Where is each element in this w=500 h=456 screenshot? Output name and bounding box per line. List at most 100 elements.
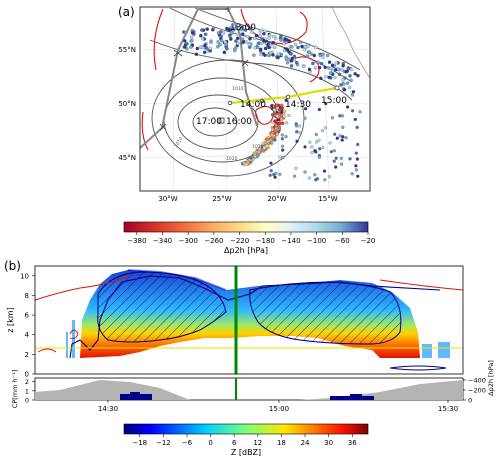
scatter-point [334,67,338,72]
scatter-point [337,72,342,77]
scatter-point [282,42,286,46]
z-ticklabel-3: 6 [25,312,30,320]
scatter-point [235,36,240,41]
scatter-point [355,157,359,161]
scatter-point [235,32,240,37]
contour-label-1: 1010 [174,136,185,149]
scatter-point [259,52,263,57]
scatter-point [342,82,346,86]
scatter-point [351,90,356,94]
scatter-point [221,31,226,35]
scatter-point [272,34,276,39]
scatter-point [328,141,332,145]
scatter-point [280,137,284,141]
scatter-point [269,161,273,165]
scatter-point [184,30,188,35]
scatter-point [303,48,307,52]
scatter-point [256,45,260,50]
scatter-point [190,31,195,35]
scatter-point [275,114,280,118]
radar-edge-echoes [66,320,450,358]
map-xtick-20w: 20°W [267,195,286,203]
scatter-point [333,75,337,80]
scatter-point [324,126,328,130]
scatter-point [298,124,302,128]
scatter-point [306,44,310,48]
scatter-point [194,52,199,56]
colorbar-a: −380 −340 −300 −260 −220 −180 −140 −100 −60 −20 Δ… [123,221,375,255]
z-ticklabel-5: 10 [20,272,29,280]
scatter-point [205,27,209,31]
scatter-point [274,123,278,127]
flight-track [140,8,258,149]
scatter-point [189,45,193,49]
scatter-point [234,39,238,43]
scatter-point [353,72,357,76]
scatter-point [310,151,314,155]
scatter-point [340,162,344,166]
dp-axis-ticks: −400 −200 0 [463,377,486,405]
scatter-point [250,30,254,34]
scatter-point [292,54,297,59]
scatter-point [354,151,358,155]
time-label-1500: 15:00 [321,96,347,106]
dropsonde-scatter [181,25,362,182]
scatter-point [229,37,233,41]
scatter-point [347,85,352,90]
scatter-point [287,113,291,118]
scatter-point [233,46,238,50]
scatter-point [272,108,276,112]
colorbar-a-ticklabel-6: −140 [281,237,300,245]
colorbar-a-ticklabel-5: −180 [256,237,275,245]
scatter-point [200,28,204,32]
scatter-point [317,138,321,142]
dp-ticklabel-1: −200 [468,387,486,395]
scatter-point [185,42,189,46]
red-contour-upper [35,275,463,301]
scatter-point [340,138,344,142]
scatter-point [222,50,227,55]
scatter-point [329,150,333,154]
scatter-point [274,119,278,124]
colorbar-a-ticklabel-3: −260 [204,237,223,245]
scatter-point [228,34,232,38]
scatter-point [290,45,294,49]
scatter-point [353,117,357,122]
scatter-point [266,42,270,47]
scatter-point [280,121,285,126]
map-xtick-25w: 25°W [212,195,231,203]
scatter-point [278,172,282,176]
scatter-point [323,65,327,70]
scatter-point [295,60,299,65]
scatter-point [285,121,289,125]
scatter-point [298,131,302,135]
map-ytick-50n: 50°N [118,100,136,108]
scatter-point [286,57,291,61]
scatter-point [348,157,352,161]
scatter-point [267,45,271,50]
scatter-point [259,47,263,52]
scatter-point [209,39,213,43]
scatter-point [262,32,266,36]
scatter-point [303,170,307,174]
scatter-point [305,54,310,58]
scatter-point [260,41,264,46]
colorbar-b-ticklabel-4: 6 [232,439,237,447]
z-axis-ticks: 0 2 4 6 8 10 [20,272,35,379]
cp-axis-label: CP[mm h⁻¹] [11,370,19,408]
map-xtick-30w: 30°W [158,195,177,203]
scatter-point [280,133,284,137]
scatter-point [341,78,345,82]
scatter-point [330,63,335,67]
scatter-point [246,160,250,165]
colorbar-b-ticklabel-8: 30 [324,439,333,447]
track-markers [159,7,249,131]
dp-axis-label: Δp2h [hPa] [487,360,495,396]
scatter-point [349,67,353,72]
scatter-point [320,129,324,133]
scatter-point [334,61,338,65]
dp-ticklabel-2: 0 [468,397,472,405]
colorbar-b-bar [123,423,369,435]
time-ticklabel-2: 15:30 [438,405,458,413]
